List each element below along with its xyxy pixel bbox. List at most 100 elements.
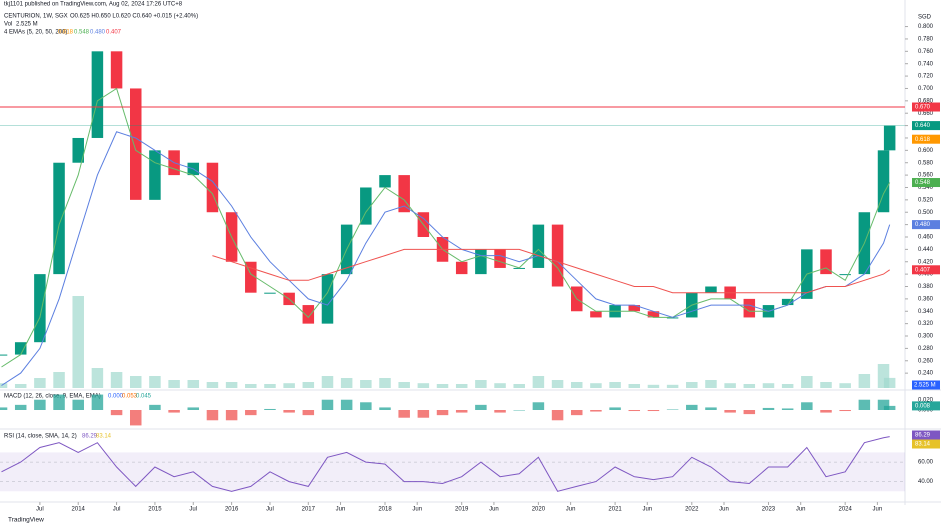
macd-bar [436,410,449,416]
macd-value: 0.000 [108,394,124,400]
volume-bar [532,376,545,388]
volume-bar [686,382,698,388]
rsi-line [1,436,890,492]
rsi-value: 86.29 [82,434,98,440]
volume-bar [110,372,123,388]
candle [455,261,468,275]
macd-bar [0,407,8,410]
ema-value: 0.480 [90,30,106,36]
volume-bar [475,380,487,388]
y-tick-label: 0.800 [918,24,934,30]
candle [743,298,756,318]
volume-bar [781,384,794,388]
y-tick-label: 60.00 [918,460,934,466]
macd-bar [225,410,238,421]
macd-bar [264,408,276,410]
candle [302,305,315,324]
candle [0,354,8,356]
price-label: 0.548 [915,180,931,186]
volume-bar [762,383,775,388]
x-tick-label: 2023 [762,507,776,513]
volume-bar [129,376,142,388]
macd-bar [379,407,391,410]
macd-bar [360,402,372,410]
x-tick-label: 2017 [302,507,316,513]
candle [206,162,219,213]
candle [321,274,334,324]
ema-line [1,131,891,386]
candle [839,274,851,276]
candle [705,286,717,293]
volume-bar [225,382,238,388]
rsi-band [0,452,905,492]
macd-bar [14,404,27,410]
volume-bar [628,384,641,388]
candle [245,261,257,293]
candle [398,175,410,213]
macd-bar [302,410,315,416]
y-tick-label: 0.660 [918,111,934,117]
price-label: 0.640 [915,123,931,129]
y-tick-label: 0.380 [918,284,934,290]
macd-bar [666,409,679,410]
macd-title: MACD (12, 26, close, 9, EMA, EMA) [4,394,101,400]
y-tick-label: 0.360 [918,296,934,302]
candle [110,51,123,89]
x-tick-label: 2022 [685,507,699,513]
volume-bar [53,372,65,388]
volume-bar [245,384,257,388]
rsi-last-box [912,430,940,440]
candle [883,125,896,151]
x-tick-label: 2020 [532,507,546,513]
x-tick-label: 2024 [838,507,852,513]
macd-bar [187,407,200,410]
y-tick-label: 0.500 [918,210,934,216]
macd-bar [340,399,353,410]
macd-bar [532,402,545,410]
macd-bar [883,405,896,410]
price-label: 0.618 [915,137,931,143]
macd-last-label: 0.008 [915,403,931,409]
macd-bar [839,410,851,412]
volume-bar [820,382,832,388]
macd-bar [245,410,257,416]
candle [666,317,679,319]
macd-bar [820,410,832,413]
y-tick-label: 0.340 [918,309,934,315]
volume-bar [417,383,430,388]
x-tick-label: Jul [266,507,274,513]
macd-bar [129,410,142,426]
y-tick-label: 0.280 [918,346,934,352]
volume-bar [570,382,583,388]
candle [494,249,506,268]
ema-value: 0.407 [106,30,122,36]
ohlc: O0.625 H0.650 L0.620 C0.640 +0.015 (+2.4… [70,14,198,20]
y-tick-label: 0.400 [918,272,934,278]
candle [72,137,84,163]
macd-bar [34,399,46,410]
macd-bar [705,407,717,410]
volume-bar [705,380,717,388]
volume-last-label: 2.525 M [914,383,936,389]
macd-bar [91,394,104,410]
macd-bar [551,410,564,421]
macd-bar [417,410,430,418]
macd-bar [206,410,219,421]
y-tick-label: 0.540 [918,185,934,191]
rsi-title: RSI (14, close, SMA, 14, 2) [4,434,77,440]
x-tick-label: 2016 [225,507,239,513]
price-label: 0.407 [915,267,931,273]
y-tick-label: 0.320 [918,321,934,327]
candle [53,162,65,275]
rsi-last-label: 86.29 [915,433,931,439]
candle [647,311,660,318]
volume-label: Vol [4,22,12,28]
candle [781,298,794,306]
macd-bar [762,407,775,410]
macd-bar [781,408,794,410]
y-tick-label: 0.240 [918,371,934,377]
macd-bar [494,410,506,413]
x-tick-label: Jun [336,507,346,513]
candle [34,274,46,343]
volume-bar [513,384,525,388]
